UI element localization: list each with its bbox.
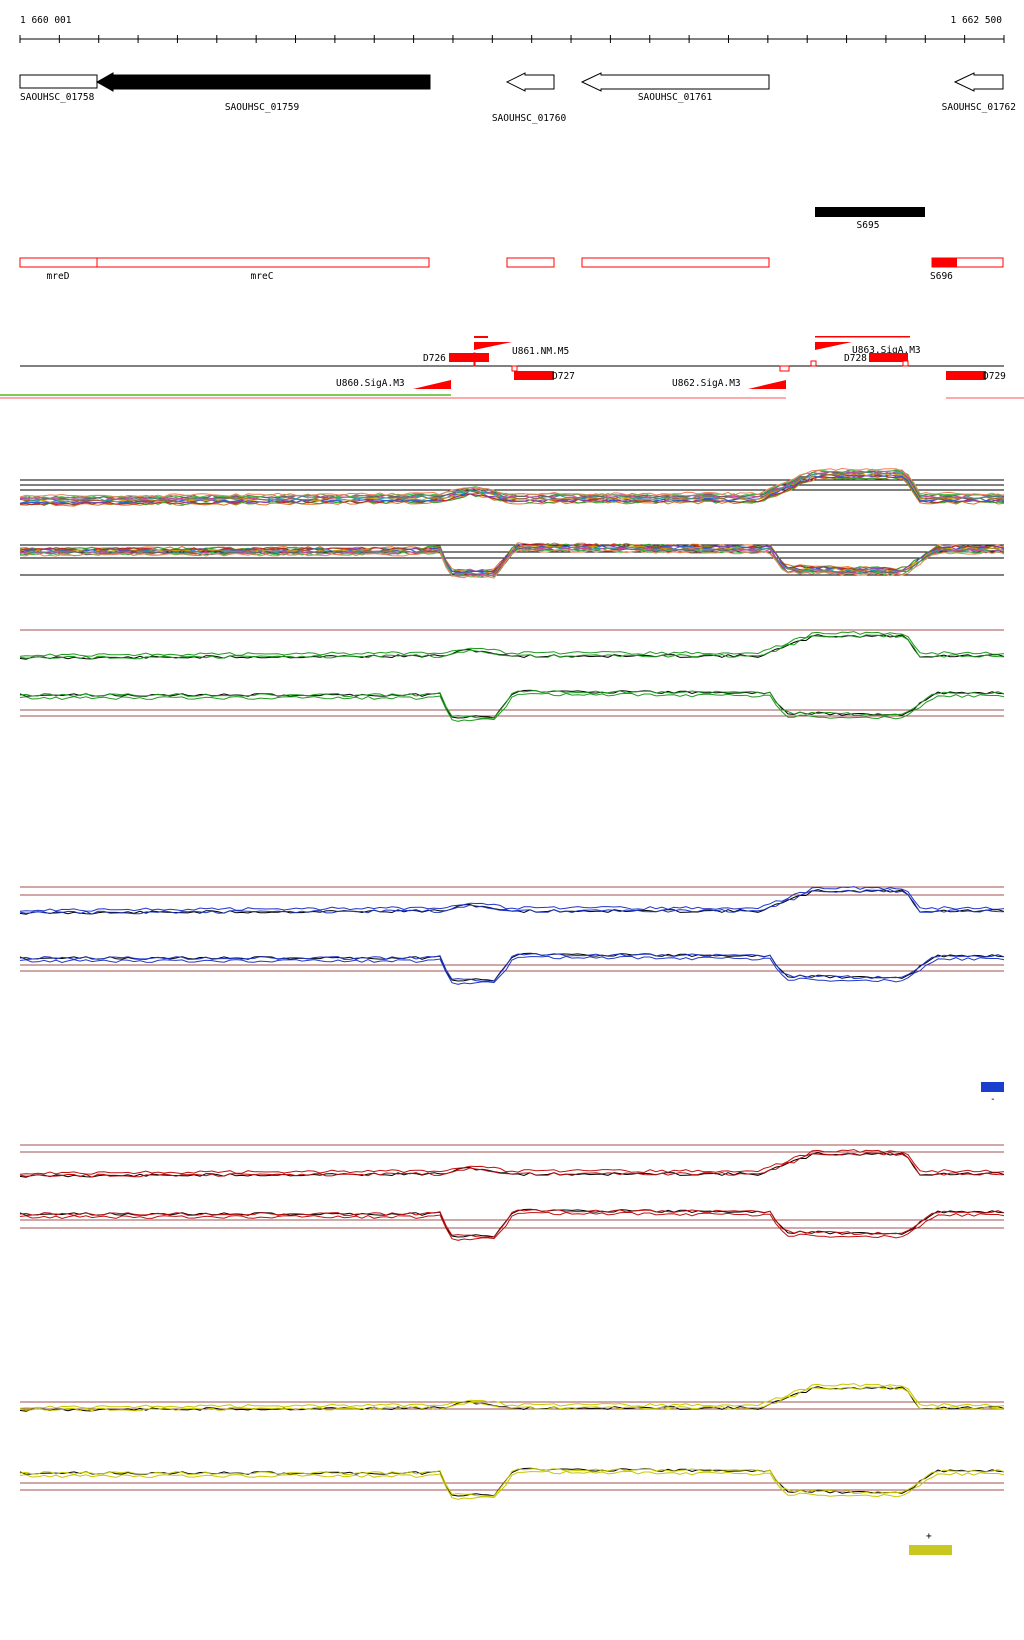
segment-d728-label: D728 xyxy=(844,353,867,364)
profile-line xyxy=(19,468,1005,499)
segment-d729[interactable] xyxy=(946,371,986,380)
profile-line xyxy=(19,1386,1005,1412)
profile-line xyxy=(19,474,1005,504)
profile-line xyxy=(19,467,1005,498)
legend-plus: + xyxy=(909,1531,952,1555)
profile-line xyxy=(19,548,1005,579)
expression-green xyxy=(19,629,1005,722)
profile-line xyxy=(19,1149,1005,1175)
gene-track: SAOUHSC_01758 SAOUHSC_01759 SAOUHSC_0176… xyxy=(19,72,1016,124)
promoter-u862-label: U862.SigA.M3 xyxy=(672,378,741,389)
legend-plus-swatch xyxy=(909,1545,952,1555)
gene-saouhsc-01761[interactable]: SAOUHSC_01761 xyxy=(580,72,770,103)
profile-line xyxy=(19,955,1005,985)
profile-line xyxy=(19,631,1005,657)
promoter-u863-dash xyxy=(815,336,910,338)
profile-line xyxy=(19,476,1005,507)
transcription-track: U861.NM.M5 U863.SigA.M3 U860.SigA.M3 U86… xyxy=(0,336,1024,399)
feature-box-3[interactable] xyxy=(506,257,555,268)
gene-saouhsc-01760[interactable]: SAOUHSC_01760 xyxy=(492,72,567,124)
gene-label: SAOUHSC_01761 xyxy=(638,92,713,103)
promoter-u861[interactable] xyxy=(474,342,512,350)
profile-line xyxy=(19,545,1005,576)
annotation-track: S695 mreD mreC S696 xyxy=(19,207,1004,282)
gene-saouhsc-01762[interactable]: SAOUHSC_01762 xyxy=(942,72,1016,113)
feature-box-4[interactable] xyxy=(581,257,770,268)
profile-line xyxy=(19,1208,1005,1238)
segment-d726[interactable] xyxy=(449,353,489,362)
legend-plus-label: + xyxy=(926,1531,932,1542)
segment-d729-label: D729 xyxy=(983,371,1006,382)
feature-s695-label: S695 xyxy=(857,220,880,231)
segment-d728-open-a xyxy=(810,360,817,367)
legend-minus: - xyxy=(981,1082,1004,1105)
expression-multicolor xyxy=(19,467,1005,579)
profile-line xyxy=(19,952,1005,982)
profile-line xyxy=(19,542,1005,572)
profile-line xyxy=(19,692,1005,722)
segment-d729-open xyxy=(779,365,790,372)
gene-label: SAOUHSC_01760 xyxy=(492,113,567,124)
expression-blue xyxy=(19,886,1005,985)
promoter-u862[interactable] xyxy=(748,380,786,389)
profile-line xyxy=(19,1152,1005,1178)
profile-line xyxy=(19,634,1005,660)
profile-line xyxy=(19,689,1005,719)
expression-red xyxy=(19,1144,1005,1241)
segment-d728[interactable] xyxy=(869,353,908,362)
profile-line xyxy=(19,1470,1005,1500)
profile-line xyxy=(19,889,1005,915)
gene-saouhsc-01758[interactable]: SAOUHSC_01758 xyxy=(19,74,98,103)
segment-d727[interactable] xyxy=(514,371,554,380)
profile-line xyxy=(19,689,1005,719)
coord-end-label: 1 662 500 xyxy=(951,15,1003,26)
coord-start-label: 1 660 001 xyxy=(20,15,72,26)
profile-line xyxy=(19,1211,1005,1241)
profile-line xyxy=(19,473,1005,504)
profile-line xyxy=(19,952,1005,982)
feature-mred-label: mreD xyxy=(47,271,70,282)
segment-d726-tick xyxy=(473,352,476,367)
feature-s696-fill xyxy=(932,258,957,267)
segment-d728-open-b xyxy=(902,360,909,367)
profile-line xyxy=(19,1467,1005,1497)
feature-mrec[interactable] xyxy=(96,257,430,268)
promoter-u861-dash xyxy=(474,336,488,338)
promoter-u861-label: U861.NM.M5 xyxy=(512,346,569,357)
promoter-u860[interactable] xyxy=(413,380,451,389)
segment-d726-label: D726 xyxy=(423,353,446,364)
legend-minus-label: - xyxy=(990,1094,996,1105)
legend-minus-swatch xyxy=(981,1082,1004,1092)
promoter-u860-label: U860.SigA.M3 xyxy=(336,378,405,389)
promoter-u863-label: U863.SigA.M3 xyxy=(852,345,921,356)
gene-label: SAOUHSC_01762 xyxy=(942,102,1016,113)
coordinate-ruler: 1 660 001 1 662 500 xyxy=(19,15,1005,43)
feature-mrec-label: mreC xyxy=(251,271,274,282)
segment-d727-open xyxy=(511,365,518,372)
gene-label: SAOUHSC_01758 xyxy=(20,92,95,103)
expression-yellow xyxy=(19,1383,1005,1500)
feature-mred[interactable] xyxy=(19,257,98,268)
expression-tracks xyxy=(19,467,1005,1500)
promoter-u863[interactable] xyxy=(815,342,852,350)
feature-s695[interactable] xyxy=(815,207,925,217)
profile-line xyxy=(19,886,1005,912)
feature-s696-label: S696 xyxy=(930,271,953,282)
segment-d727-label: D727 xyxy=(552,371,575,382)
profile-line xyxy=(19,1383,1005,1409)
ruler-ticks xyxy=(19,35,1005,43)
gene-saouhsc-01759[interactable]: SAOUHSC_01759 xyxy=(95,72,431,113)
profile-line xyxy=(19,1467,1005,1497)
gene-label: SAOUHSC_01759 xyxy=(225,102,300,113)
profile-line xyxy=(19,1208,1005,1238)
